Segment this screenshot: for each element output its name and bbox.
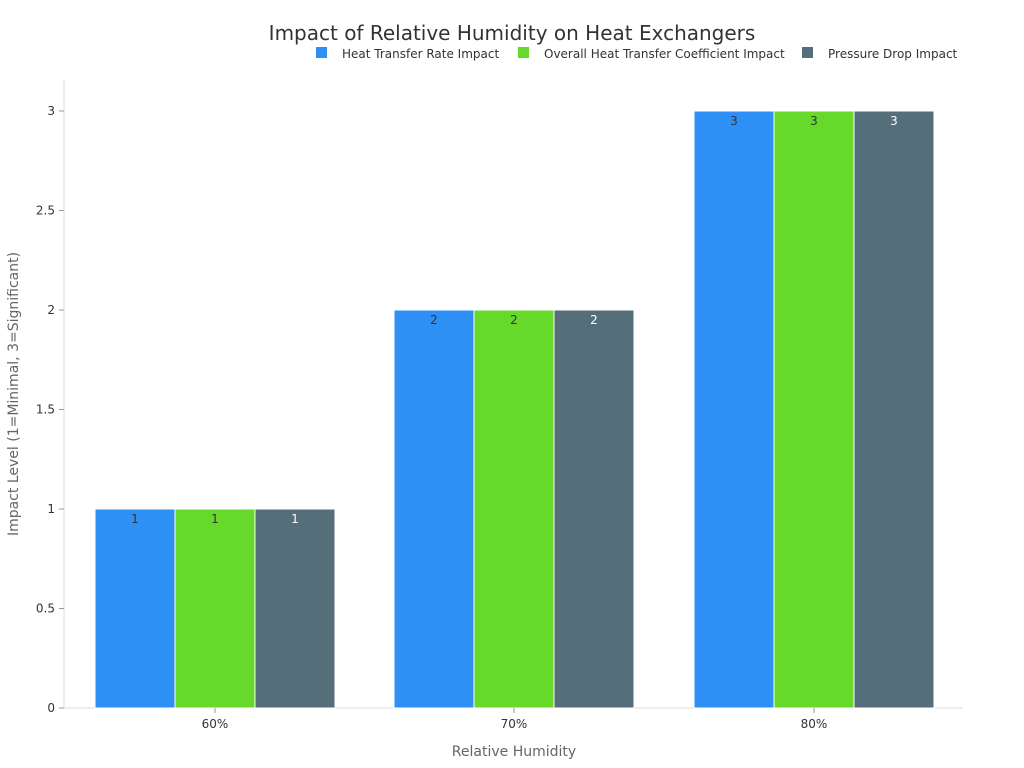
data-label: 3 (730, 114, 738, 128)
bar (773, 110, 855, 709)
y-axis-label: Impact Level (1=Minimal, 3=Significant) (6, 252, 22, 536)
x-tick-label: 70% (501, 717, 528, 731)
y-tick-label: 2.5 (36, 204, 55, 218)
y-tick-label: 2 (47, 303, 55, 317)
bar (174, 508, 256, 709)
data-label: 2 (430, 313, 438, 327)
legend: Heat Transfer Rate Impact Overall Heat Tr… (316, 47, 958, 61)
y-tick-label: 1.5 (36, 403, 55, 417)
data-label: 1 (211, 512, 219, 526)
data-label: 3 (810, 114, 818, 128)
data-label: 1 (131, 512, 139, 526)
legend-swatch (802, 47, 813, 58)
y-tick-label: 0.5 (36, 602, 55, 616)
y-tick-label: 3 (47, 104, 55, 118)
bar (553, 309, 635, 709)
data-label: 3 (890, 114, 898, 128)
bars: 1 1 1 2 2 2 3 3 3 (94, 110, 935, 709)
chart-title: Impact of Relative Humidity on Heat Exch… (269, 21, 756, 45)
x-ticks: 60% 70% 80% (202, 708, 828, 731)
bar (473, 309, 555, 709)
bar (94, 508, 176, 709)
x-tick-label: 60% (202, 717, 229, 731)
y-ticks: 0 0.5 1 1.5 2 2.5 3 (36, 104, 64, 715)
bar (693, 110, 775, 709)
bar (393, 309, 475, 709)
bar (853, 110, 935, 709)
legend-label: Pressure Drop Impact (828, 47, 958, 61)
x-tick-label: 80% (801, 717, 828, 731)
legend-label: Heat Transfer Rate Impact (342, 47, 499, 61)
legend-label: Overall Heat Transfer Coefficient Impact (544, 47, 785, 61)
x-axis-label: Relative Humidity (452, 744, 576, 760)
data-label: 2 (510, 313, 518, 327)
legend-swatch (518, 47, 529, 58)
y-tick-label: 1 (47, 502, 55, 516)
data-label: 2 (590, 313, 598, 327)
bar (254, 508, 336, 709)
legend-swatch (316, 47, 327, 58)
y-tick-label: 0 (47, 701, 55, 715)
data-label: 1 (291, 512, 299, 526)
